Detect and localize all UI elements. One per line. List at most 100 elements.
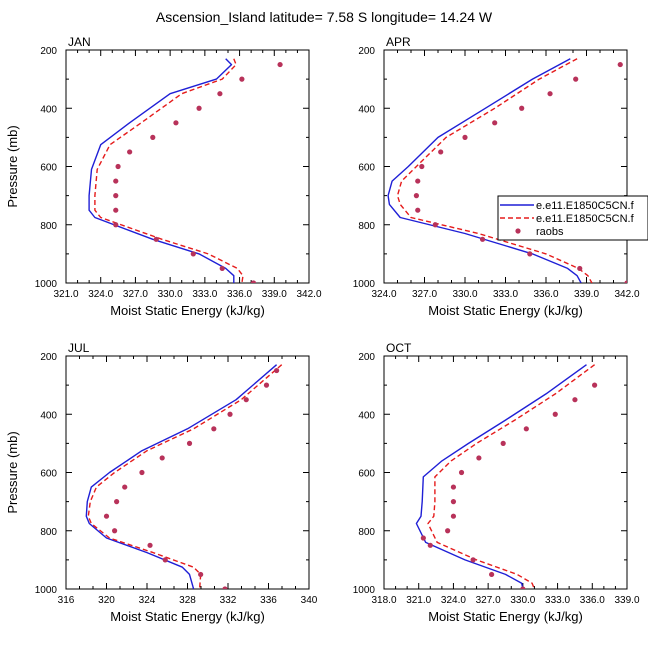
raobs-point <box>432 222 438 228</box>
raobs-point <box>112 528 118 534</box>
raobs-point <box>114 499 120 505</box>
plot-frame <box>65 355 310 590</box>
x-tick-label: 328 <box>179 595 196 606</box>
y-tick-label: 1000 <box>353 585 376 596</box>
panel-title: APR <box>386 35 411 49</box>
raobs-point <box>592 382 598 388</box>
y-tick-label: 200 <box>358 46 375 57</box>
raobs-point <box>479 236 486 242</box>
x-tick-label: 330.0 <box>158 289 183 300</box>
x-tick-label: 330.0 <box>510 595 535 606</box>
raobs-point <box>113 178 119 184</box>
raobs-point <box>413 193 419 199</box>
raobs-point <box>190 251 196 257</box>
raobs-point <box>219 265 225 272</box>
x-tick-label: 324.0 <box>371 289 396 300</box>
raobs-point <box>500 440 506 446</box>
raobs-point <box>523 426 529 432</box>
model-blue-line <box>85 364 278 589</box>
y-tick-label: 600 <box>40 469 57 480</box>
raobs-point <box>103 513 110 519</box>
panel-title: JAN <box>68 35 91 49</box>
raobs-point <box>263 382 270 388</box>
raobs-point <box>277 61 283 68</box>
raobs-point <box>572 397 578 403</box>
panel-jul: JUL 316 320 324 328 332 336 340 200 400 600 800 1000… <box>5 341 318 624</box>
x-tick-label: 336.0 <box>533 289 558 300</box>
plot-frame <box>65 49 310 284</box>
data-area <box>387 58 627 283</box>
y-axis-label: Pressure (mb) <box>5 431 20 513</box>
raobs-point <box>519 105 525 111</box>
x-tick-label: 333.0 <box>493 289 518 300</box>
raobs-point <box>122 484 128 490</box>
y-tick-label: 400 <box>40 410 57 421</box>
x-tick-label: 336.0 <box>227 289 252 300</box>
x-tick-label: 336.0 <box>580 595 605 606</box>
legend-box <box>497 195 648 241</box>
y-tick-label: 1000 <box>35 585 58 596</box>
raobs-point <box>113 222 119 228</box>
y-tick-label: 200 <box>358 352 375 363</box>
x-tick-label: 318.0 <box>371 595 396 606</box>
x-axis-label: Moist Static Energy (kJ/kg) <box>110 609 265 624</box>
model-red-line <box>396 58 593 283</box>
x-axis-label: Moist Static Energy (kJ/kg) <box>428 303 583 318</box>
raobs-point <box>470 557 476 563</box>
x-axis-label: Moist Static Energy (kJ/kg) <box>110 303 265 318</box>
x-tick-label: 342.0 <box>296 289 321 300</box>
y-tick-label: 400 <box>358 104 375 115</box>
raobs-point <box>450 513 457 519</box>
x-tick-label: 339.0 <box>614 595 639 606</box>
model-red-line <box>427 364 596 589</box>
raobs-point <box>458 469 465 476</box>
raobs-point <box>147 542 153 548</box>
raobs-point <box>420 535 426 541</box>
raobs-point <box>415 178 421 184</box>
data-area <box>415 364 598 589</box>
y-tick-label: 400 <box>40 104 57 115</box>
x-tick-label: 324 <box>139 595 156 606</box>
y-tick-label: 800 <box>358 527 375 538</box>
y-axis-label: Pressure (mb) <box>5 125 20 207</box>
raobs-point <box>173 120 179 126</box>
model-blue-line <box>88 58 235 283</box>
raobs-point <box>113 193 119 199</box>
raobs-point <box>577 265 583 272</box>
raobs-point <box>150 134 156 140</box>
raobs-point <box>162 557 168 563</box>
y-tick-label: 600 <box>358 163 375 174</box>
x-tick-label: 330.0 <box>452 289 477 300</box>
raobs-point <box>250 280 257 283</box>
x-tick-label: 321.0 <box>53 289 78 300</box>
raobs-point <box>520 586 526 589</box>
raobs-point <box>198 571 204 578</box>
raobs-point <box>186 440 193 446</box>
x-tick-label: 324.0 <box>88 289 113 300</box>
y-tick-label: 1000 <box>35 279 58 290</box>
raobs-point <box>274 367 280 374</box>
raobs-point <box>227 411 233 417</box>
y-tick-label: 200 <box>40 46 57 57</box>
raobs-point <box>239 76 245 82</box>
raobs-point <box>489 571 495 578</box>
x-tick-label: 327.0 <box>123 289 148 300</box>
raobs-point <box>419 163 425 170</box>
figure-title: Ascension_Island latitude= 7.58 S longit… <box>156 9 493 25</box>
raobs-point <box>624 280 627 283</box>
panel-apr: APR 324.0 327.0 330.0 333.0 336.0 339.0 342.0 20… <box>353 35 640 318</box>
raobs-point <box>139 469 145 476</box>
raobs-point <box>438 149 444 155</box>
y-tick-label: 1000 <box>353 279 376 290</box>
raobs-point <box>243 397 249 403</box>
y-tick-label: 200 <box>40 352 57 363</box>
raobs-point <box>492 120 498 126</box>
x-tick-label: 336 <box>260 595 277 606</box>
raobs-point <box>415 207 421 213</box>
model-red-line <box>94 58 244 283</box>
model-blue-line <box>415 364 587 589</box>
raobs-point <box>211 426 217 432</box>
raobs-point <box>153 236 159 242</box>
